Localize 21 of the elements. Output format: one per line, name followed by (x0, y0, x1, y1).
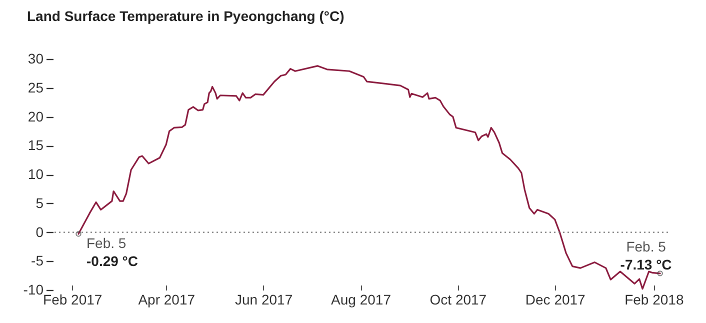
x-tick-label: Apr 2017 (138, 292, 196, 308)
annotation: -7.13 °C (620, 256, 672, 272)
y-tick-label: 25 (28, 79, 44, 96)
y-tick-label: -5 (31, 252, 44, 269)
annotation: -0.29 °C (86, 252, 138, 269)
annotation: Feb. 5 (626, 238, 666, 254)
x-tick-label: Aug 2017 (331, 292, 392, 308)
chart-title: Land Surface Temperature in Pyeongchang (°C) (27, 8, 344, 24)
x-tick-label: Oct 2017 (430, 292, 487, 308)
x-tick-label: Feb 2018 (624, 292, 684, 308)
y-tick-label: 15 (28, 137, 44, 154)
x-tick-label: Feb 2017 (43, 292, 102, 308)
x-tick-label: Dec 2017 (525, 292, 586, 308)
y-tick-label: 20 (28, 108, 44, 124)
y-tick-label: 0 (36, 224, 44, 240)
y-tick-label: 10 (28, 166, 44, 182)
x-tick-label: Jun 2017 (235, 292, 293, 308)
y-tick-label: -10 (23, 282, 44, 298)
y-tick-label: 30 (28, 50, 44, 66)
y-tick-label: 5 (36, 194, 44, 211)
annotation: Feb. 5 (86, 234, 126, 251)
